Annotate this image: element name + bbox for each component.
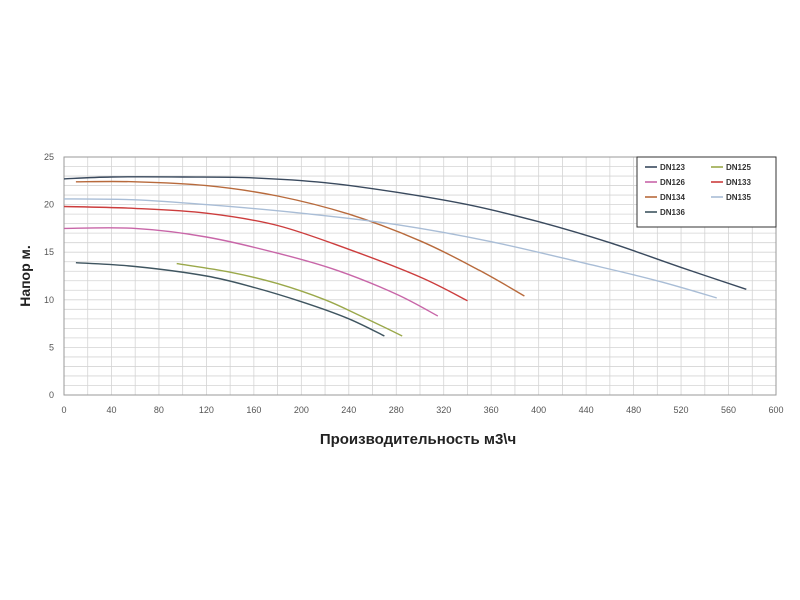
y-axis-label: Напор м. bbox=[17, 245, 33, 307]
y-tick-label: 0 bbox=[49, 390, 54, 400]
series-line-dn134 bbox=[75, 180, 525, 297]
x-tick-label: 120 bbox=[199, 405, 214, 415]
legend-item-label: DN133 bbox=[726, 178, 751, 187]
x-tick-label: 440 bbox=[579, 405, 594, 415]
y-tick-label: 5 bbox=[49, 342, 54, 352]
x-tick-label: 360 bbox=[484, 405, 499, 415]
x-tick-label: 520 bbox=[674, 405, 689, 415]
y-tick-label: 25 bbox=[44, 152, 54, 162]
legend-box bbox=[636, 156, 777, 228]
x-tick-label: 0 bbox=[61, 405, 66, 415]
legend-item-label: DN134 bbox=[660, 193, 685, 202]
plot-border bbox=[63, 156, 777, 396]
y-tick-label: 20 bbox=[44, 200, 54, 210]
x-axis-ticks: 0 40 80 120 160 200 240 280 320 360 400 440 480 520 56… bbox=[61, 405, 783, 415]
x-axis-label: Производительность м3\ч bbox=[320, 431, 516, 448]
series-line-dn133 bbox=[63, 205, 468, 302]
legend-item-label: DN123 bbox=[660, 163, 685, 172]
x-tick-label: 320 bbox=[436, 405, 451, 415]
x-tick-label: 560 bbox=[721, 405, 736, 415]
series-line-dn125 bbox=[176, 262, 403, 337]
x-tick-label: 40 bbox=[106, 405, 116, 415]
legend-item-label: DN126 bbox=[660, 178, 685, 187]
x-tick-label: 160 bbox=[246, 405, 261, 415]
x-tick-label: 200 bbox=[294, 405, 309, 415]
legend-item-label: DN125 bbox=[726, 163, 751, 172]
x-tick-label: 400 bbox=[531, 405, 546, 415]
x-tick-label: 80 bbox=[154, 405, 164, 415]
x-tick-label: 600 bbox=[768, 405, 783, 415]
series-line-dn123 bbox=[63, 176, 747, 290]
x-tick-label: 480 bbox=[626, 405, 641, 415]
series-line-dn126 bbox=[63, 227, 439, 317]
series-line-dn135 bbox=[63, 198, 717, 299]
legend-item-label: DN135 bbox=[726, 193, 751, 202]
legend-item-label: DN136 bbox=[660, 208, 685, 217]
series-lines bbox=[63, 176, 747, 337]
legend: DN123 DN125 DN126 DN133 DN134 DN135 DN136 bbox=[636, 156, 777, 228]
y-tick-label: 10 bbox=[44, 295, 54, 305]
x-tick-label: 280 bbox=[389, 405, 404, 415]
series-line-dn136 bbox=[75, 262, 385, 337]
x-tick-label: 240 bbox=[341, 405, 356, 415]
y-axis-ticks: 0 5 10 15 20 25 bbox=[44, 152, 54, 400]
y-tick-label: 15 bbox=[44, 247, 54, 257]
